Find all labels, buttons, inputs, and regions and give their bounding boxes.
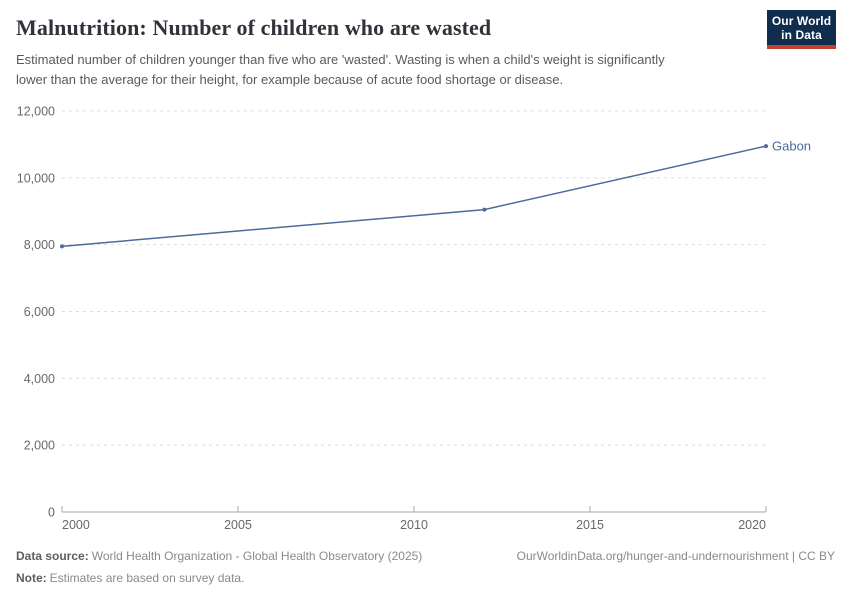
- x-axis-tick-label: 2020: [738, 518, 766, 532]
- y-axis-tick-label: 4,000: [24, 372, 55, 386]
- entity-label[interactable]: Gabon: [772, 139, 811, 154]
- footer-source-note: Data source: World Health Organization - …: [16, 545, 486, 589]
- y-axis-tick-label: 10,000: [17, 171, 55, 185]
- page-title: Malnutrition: Number of children who are…: [16, 15, 492, 40]
- x-axis-tick-label: 2000: [62, 518, 90, 532]
- x-axis-tick-label: 2015: [576, 518, 604, 532]
- data-point[interactable]: [764, 144, 768, 149]
- series-line[interactable]: [61, 145, 767, 248]
- owid-logo[interactable]: Our World in Data: [767, 10, 836, 49]
- y-axis-tick-label: 8,000: [24, 238, 55, 252]
- y-axis-tick-label: 0: [48, 506, 55, 520]
- y-axis-tick-label: 2,000: [24, 439, 55, 453]
- footer-source-line: Data source: World Health Organization - …: [16, 545, 486, 567]
- x-axis-tick-label: 2005: [224, 518, 252, 532]
- owid-logo-line1: Our World: [771, 13, 832, 28]
- data-point[interactable]: [60, 244, 64, 249]
- chart-subtitle: Estimated number of children younger tha…: [16, 52, 665, 87]
- footer-note-line: Note: Estimates are based on survey data.: [16, 567, 486, 589]
- source-label: Data source:: [16, 549, 89, 563]
- x-axis-tick-label: 2010: [400, 518, 428, 532]
- chart-footer: Data source: World Health Organization - …: [16, 545, 835, 589]
- source-text: World Health Organization - Global Healt…: [91, 549, 423, 563]
- owid-logo-line2: in Data: [781, 27, 822, 42]
- data-point[interactable]: [482, 207, 487, 212]
- owid-license-link[interactable]: OurWorldinData.org/hunger-and-undernouri…: [516, 549, 835, 563]
- note-text: Estimates are based on survey data.: [49, 571, 245, 585]
- note-label: Note:: [16, 571, 47, 585]
- y-axis-tick-label: 12,000: [17, 105, 55, 119]
- y-axis-tick-label: 6,000: [24, 305, 55, 319]
